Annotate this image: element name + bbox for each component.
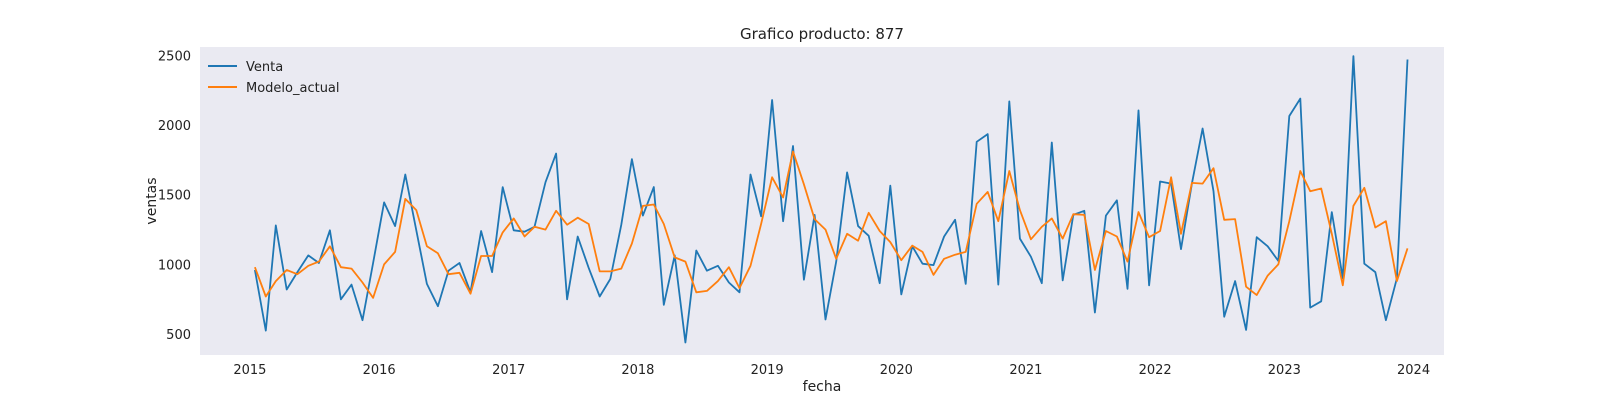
legend-label: Modelo_actual	[246, 81, 340, 96]
plot-area	[200, 47, 1444, 355]
x-tick-label: 2024	[1397, 363, 1430, 378]
y-axis-ticks: 500 1000 1500 2000 2500	[158, 49, 191, 343]
x-tick-label: 2015	[233, 363, 266, 378]
legend: Venta Modelo_actual	[208, 60, 340, 96]
x-tick-label: 2020	[880, 363, 913, 378]
legend-label: Venta	[246, 60, 283, 75]
chart-title: Grafico producto: 877	[740, 25, 904, 43]
y-tick-label: 2000	[158, 119, 191, 134]
y-axis-label: ventas	[144, 177, 160, 224]
x-axis-ticks: 2015 2016 2017 2018 2019 2020 2021 2022 2023 2024	[233, 363, 1430, 378]
x-tick-label: 2018	[621, 363, 654, 378]
series-layer	[254, 55, 1409, 344]
y-tick-label: 1500	[158, 189, 191, 204]
y-tick-label: 500	[166, 328, 191, 343]
y-tick-label: 2500	[158, 49, 191, 64]
x-tick-label: 2022	[1139, 363, 1172, 378]
x-tick-label: 2019	[751, 363, 784, 378]
series-line-modelo_actual	[254, 150, 1409, 299]
x-tick-label: 2023	[1268, 363, 1301, 378]
y-tick-label: 1000	[158, 258, 191, 273]
x-tick-label: 2017	[492, 363, 525, 378]
series-line-venta	[254, 55, 1409, 344]
x-tick-label: 2016	[363, 363, 396, 378]
x-axis-label: fecha	[803, 379, 842, 395]
x-tick-label: 2021	[1009, 363, 1042, 378]
